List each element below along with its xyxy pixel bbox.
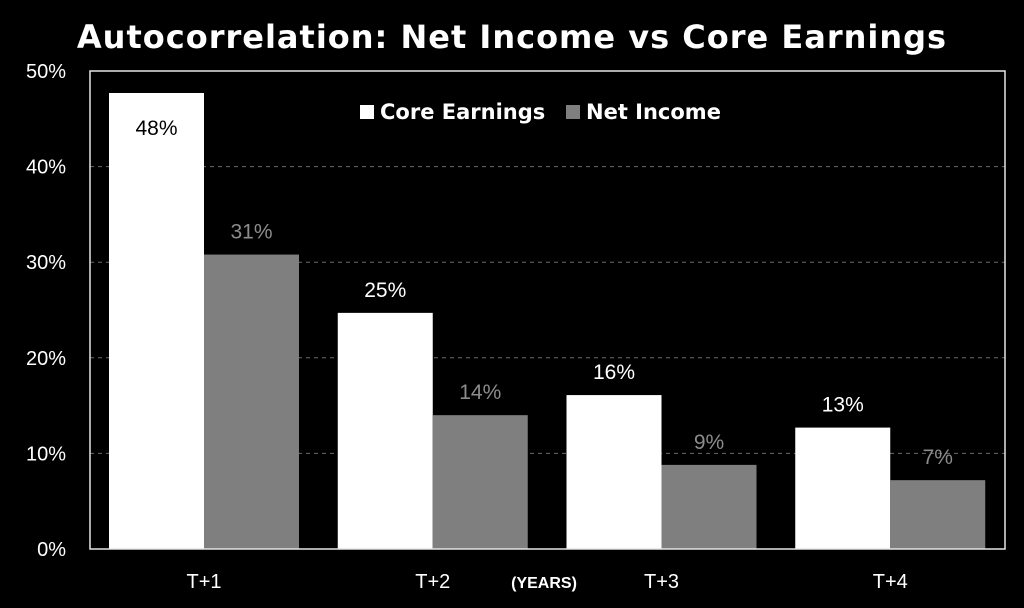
legend-label: Net Income: [586, 100, 721, 124]
y-tick-label: 10%: [26, 443, 66, 465]
x-tick-label: T+3: [644, 571, 679, 593]
data-label: 7%: [923, 446, 953, 469]
y-tick-label: 20%: [26, 348, 66, 370]
y-tick-label: 0%: [37, 539, 66, 561]
legend: Core Earnings Net Income: [360, 100, 721, 124]
x-axis-ticks: T+1 T+2 T+3 T+4: [186, 571, 907, 593]
bar-core-earnings: [566, 395, 662, 549]
bar-core-earnings: [337, 312, 433, 549]
data-label: 13%: [822, 394, 864, 417]
chart-title: Autocorrelation: Net Income vs Core Earn…: [77, 18, 947, 56]
data-label: 25%: [364, 279, 406, 302]
data-label: 48%: [135, 117, 177, 140]
y-axis-ticks: 0% 10% 20% 30% 40% 50%: [26, 61, 66, 561]
data-label: 16%: [593, 361, 635, 384]
y-tick-label: 40%: [26, 157, 66, 179]
plot-border: [89, 70, 1006, 550]
data-label: 14%: [459, 381, 501, 404]
x-tick-label: T+4: [873, 571, 908, 593]
data-label: 9%: [694, 431, 724, 454]
bar-core-earnings: [109, 92, 204, 549]
bar-net-income: [204, 254, 299, 549]
legend-swatch: [566, 105, 580, 119]
y-tick-label: 50%: [26, 61, 66, 83]
x-tick-label: T+2: [415, 571, 450, 593]
bar-core-earnings: [795, 427, 891, 549]
legend-swatch: [360, 105, 374, 119]
x-axis-label: (YEARS): [511, 575, 577, 592]
bar-net-income: [661, 464, 757, 549]
legend-label: Core Earnings: [380, 100, 545, 124]
bar-net-income: [890, 480, 986, 549]
y-tick-label: 30%: [26, 252, 66, 274]
data-labels: 48% 31% 25% 14% 16% 9% 13% 7%: [135, 117, 952, 469]
x-tick-label: T+1: [186, 571, 221, 593]
data-label: 31%: [230, 221, 272, 244]
bar-net-income: [432, 415, 528, 549]
bars: [109, 92, 986, 549]
